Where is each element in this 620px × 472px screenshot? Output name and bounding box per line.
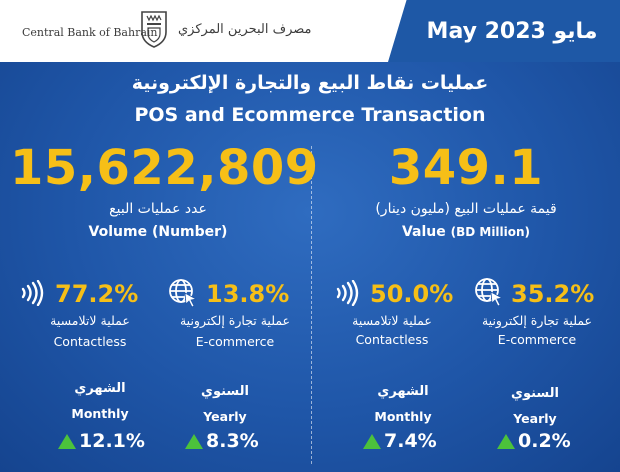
volume-contactless-label-ar: عملية لاتلامسية — [50, 313, 130, 328]
volume-value: 15,622,809 — [10, 140, 319, 196]
value-contactless-label-en: Contactless — [355, 332, 429, 347]
value-label-ar: قيمة عمليات البيع (مليون دينار) — [375, 201, 557, 217]
volume-label-en: Volume (Number) — [88, 224, 228, 240]
value-monthly-value: 7.4% — [384, 430, 437, 452]
value-monthly-growth: 7.4% — [363, 430, 437, 452]
value-monthly-label-en: Monthly — [374, 409, 432, 424]
page-title-ar: عمليات نقاط البيع والتجارة الإلكترونية — [131, 72, 489, 94]
up-arrow-icon — [185, 433, 203, 449]
date-badge: May 2023 مايو — [388, 0, 620, 62]
volume-yearly-label-ar: السنوي — [201, 384, 249, 399]
bank-name-en: Central Bank of Bahrain — [22, 26, 158, 39]
volume-monthly-growth: 12.1% — [58, 430, 145, 452]
volume-yearly-value: 8.3% — [206, 430, 259, 452]
bank-seal-icon — [141, 11, 167, 48]
value-amount: 349.1 — [388, 140, 544, 196]
value-contactless-label-ar: عملية لاتلامسية — [352, 313, 432, 328]
value-yearly-label-ar: السنوي — [511, 386, 559, 401]
globe-cursor-icon — [475, 278, 504, 307]
volume-monthly-label-ar: الشهري — [74, 381, 126, 396]
value-ecommerce-pct: 35.2% — [511, 280, 595, 308]
value-monthly-label-ar: الشهري — [377, 384, 429, 399]
value-label-unit: (BD Million) — [450, 225, 531, 239]
value-yearly-label-en: Yearly — [513, 411, 557, 426]
up-arrow-icon — [363, 433, 381, 449]
contactless-icon — [336, 280, 359, 306]
globe-cursor-icon — [169, 279, 198, 308]
volume-ecommerce-label-ar: عملية تجارة إلكترونية — [179, 313, 291, 328]
column-divider — [311, 146, 312, 464]
volume-contactless-label-en: Contactless — [53, 334, 127, 349]
bank-name-ar: مصرف البحرين المركزي — [178, 22, 312, 37]
header-bar: Central Bank of Bahrain مصرف البحرين الم… — [0, 0, 620, 62]
volume-yearly-growth: 8.3% — [185, 430, 259, 452]
volume-ecommerce-label-en: E-commerce — [195, 334, 275, 349]
value-yearly-growth: 0.2% — [497, 430, 571, 452]
up-arrow-icon — [58, 433, 76, 449]
volume-yearly-label-en: Yearly — [203, 409, 247, 424]
volume-monthly-label-en: Monthly — [71, 406, 129, 421]
value-contactless-pct: 50.0% — [370, 280, 454, 308]
page-title-en: POS and Ecommerce Transaction — [134, 104, 486, 126]
value-label-en: Value (BD Million) — [318, 224, 614, 240]
volume-monthly-value: 12.1% — [79, 430, 145, 452]
value-ecommerce-label-en: E-commerce — [497, 332, 577, 347]
value-ecommerce-label-ar: عملية تجارة إلكترونية — [481, 313, 593, 328]
up-arrow-icon — [497, 433, 515, 449]
volume-ecommerce-pct: 13.8% — [206, 280, 290, 308]
volume-label-ar: عدد عمليات البيع — [109, 201, 207, 217]
value-label-main: Value — [401, 224, 446, 240]
contactless-icon — [21, 280, 44, 306]
volume-contactless-pct: 77.2% — [55, 280, 139, 308]
value-yearly-value: 0.2% — [518, 430, 571, 452]
